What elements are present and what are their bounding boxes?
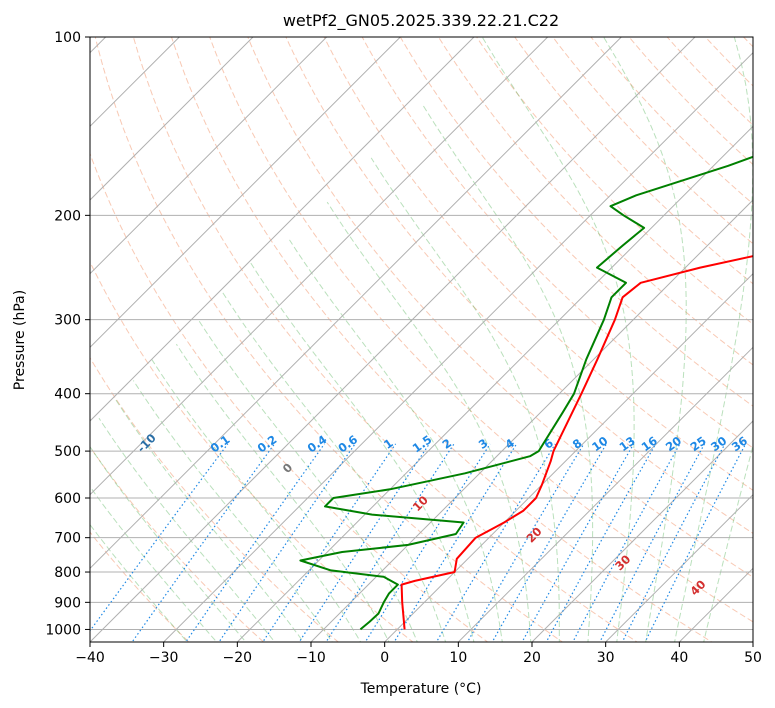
y-tick-label: 900 [54, 595, 81, 611]
mixing-ratio-line [364, 443, 491, 642]
y-tick-label: 100 [54, 30, 81, 46]
isotherm-gridline [90, 37, 549, 496]
x-tick-label: 30 [597, 650, 615, 666]
dry-adiabat [90, 260, 414, 642]
plot-area: 0.10.20.40.611.52346810131620253036-100-… [90, 37, 753, 642]
dry-adiabat [90, 356, 340, 642]
mixing-ratio-line [298, 443, 430, 642]
mixing-ratio-line [185, 443, 325, 642]
dry-adiabat [209, 37, 753, 623]
mixing-ratio-line [393, 443, 518, 642]
axis-ticks: −40 −30 −20 −10 0 10 20 30 40 50 100 200 300 400 500 60… [45, 30, 762, 666]
moist-adiabat [90, 445, 247, 642]
x-tick-label: 0 [380, 650, 389, 666]
y-tick-label: 1000 [45, 622, 81, 638]
dry-adiabat [90, 446, 265, 642]
y-axis-label: Pressure (hPa) [12, 290, 28, 390]
dry-adiabats [90, 37, 753, 642]
chart-title: wetPf2_GN05.2025.339.22.21.C22 [283, 11, 559, 31]
y-tick-label: 400 [54, 387, 81, 403]
isotherm-gridline [605, 493, 753, 642]
temperature-profile-line [400, 255, 753, 630]
dry-adiabat [132, 37, 638, 642]
isotherm-gridline [531, 420, 753, 642]
y-tick-label: 700 [54, 531, 81, 547]
mixing-ratio-line [435, 443, 556, 642]
isotherm-gridline [90, 37, 254, 201]
moist-adiabat [175, 343, 390, 642]
dry-adiabat [399, 37, 753, 407]
y-tick-label: 500 [54, 444, 81, 460]
x-tick-label: −40 [75, 650, 105, 666]
dry-adiabat [361, 37, 753, 449]
isotherm-gridline [90, 37, 401, 349]
mixing-ratio-lines [90, 443, 747, 642]
mixing-ratio-line [325, 443, 455, 642]
moist-adiabat [289, 239, 503, 642]
mixing-ratio-line [131, 443, 275, 642]
isotherm-gridline [236, 125, 753, 642]
mixing-ratio-line [90, 443, 229, 632]
y-tick-label: 600 [54, 491, 81, 507]
isotherm-gridline [310, 199, 753, 642]
y-tick-label: 300 [54, 313, 81, 329]
y-tick-label: 200 [54, 208, 81, 224]
x-tick-label: −20 [223, 650, 253, 666]
moist-adiabat [422, 104, 594, 642]
isotherm-gridline [90, 37, 475, 422]
y-tick-label: 800 [54, 565, 81, 581]
dry-adiabat [247, 37, 753, 578]
dry-adiabat [437, 37, 753, 366]
dry-adiabat [475, 37, 753, 325]
x-tick-label: −30 [149, 650, 179, 666]
x-tick-label: 20 [523, 650, 541, 666]
data-series [299, 155, 753, 631]
moist-adiabat [98, 417, 276, 642]
isotherm-gridline [384, 272, 753, 642]
moist-adiabat [90, 523, 188, 642]
moist-adiabat [674, 37, 753, 642]
isotherm-gridline [457, 346, 753, 642]
dry-adiabat [285, 37, 753, 534]
x-tick-label: 40 [670, 650, 688, 666]
moist-adiabat [222, 292, 447, 642]
x-tick-label: −10 [296, 650, 326, 666]
dry-adiabat [552, 37, 753, 245]
moist-adiabat [115, 399, 305, 642]
mixing-ratio-line [218, 443, 356, 642]
mixing-ratio-line [621, 443, 726, 642]
x-tick-label: 50 [744, 650, 762, 666]
dry-adiabat [514, 37, 753, 285]
x-tick-label: 10 [449, 650, 467, 666]
dry-adiabat [94, 37, 564, 642]
mixing-ratio-line [491, 443, 607, 642]
moist-adiabat [151, 359, 362, 642]
isotherm-gridline [90, 37, 622, 570]
plot-frame [89, 36, 754, 643]
dry-adiabat [170, 37, 713, 642]
isotherm-gridline [90, 37, 328, 275]
mixing-ratio-line [466, 443, 585, 642]
dewpoint-profile-line [299, 155, 753, 631]
isotherm-gridline [90, 37, 696, 642]
mixing-ratio-line [644, 443, 747, 642]
x-axis-label: Temperature (°C) [360, 681, 482, 697]
moist-adiabat [249, 262, 475, 642]
isotherm-gridline [163, 51, 753, 642]
dry-adiabat [323, 37, 753, 491]
grid [90, 37, 753, 642]
mixing-ratio-line [521, 443, 635, 642]
dry-adiabat [90, 152, 489, 642]
